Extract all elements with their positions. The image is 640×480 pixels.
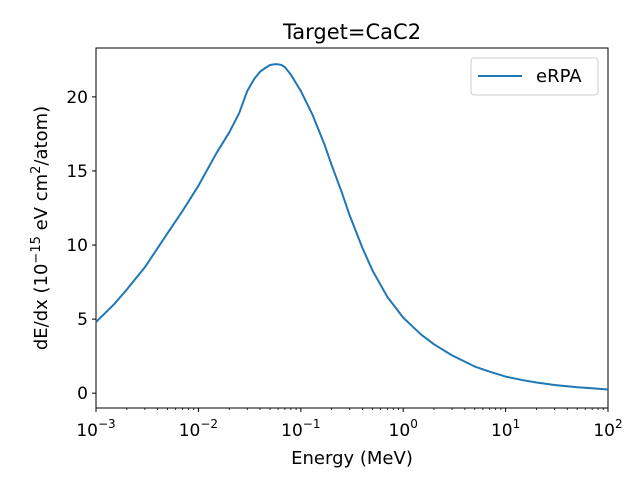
x-tick-label: 101 <box>491 417 520 441</box>
y-axis-ticks: 0 5 10 15 20 <box>66 88 96 404</box>
x-tick-label: 102 <box>593 417 622 441</box>
x-axis-label: Energy (MeV) <box>291 448 413 469</box>
x-tick-label: 10−2 <box>179 417 218 441</box>
plot-area: 10−3 10−2 10−1 100 101 102 0 5 10 15 20 <box>66 47 623 441</box>
y-axis-label-prefix: dE/dx (10 <box>31 264 52 351</box>
legend-label-erpa: eRPA <box>536 66 582 87</box>
legend: eRPA <box>470 57 599 96</box>
chart-title: Target=CaC2 <box>282 20 421 44</box>
x-tick-label: 10−1 <box>281 417 320 441</box>
y-axis-label: dE/dx (10−15 eV cm2/atom) <box>29 106 52 350</box>
y-tick-label: 10 <box>66 236 88 256</box>
x-minor-ticks <box>126 408 604 410</box>
x-axis-ticks: 10−3 10−2 10−1 100 101 102 <box>76 408 623 441</box>
y-axis-label-suffix: /atom) <box>31 106 52 166</box>
y-axis-label-middle: eV cm <box>31 174 52 236</box>
x-tick-label: 10−3 <box>76 417 115 441</box>
y-tick-label: 0 <box>77 384 88 404</box>
x-tick-label: 100 <box>389 417 418 441</box>
y-tick-label: 5 <box>77 310 88 330</box>
series-line-erpa <box>95 63 609 391</box>
series-group <box>95 63 609 391</box>
y-tick-label: 20 <box>66 88 88 108</box>
y-tick-label: 15 <box>66 162 88 182</box>
y-axis-label-exponent: −15 <box>29 236 44 263</box>
plot-frame <box>95 47 609 409</box>
y-axis-label-exponent-2: 2 <box>29 166 44 174</box>
legend-box <box>470 57 599 96</box>
